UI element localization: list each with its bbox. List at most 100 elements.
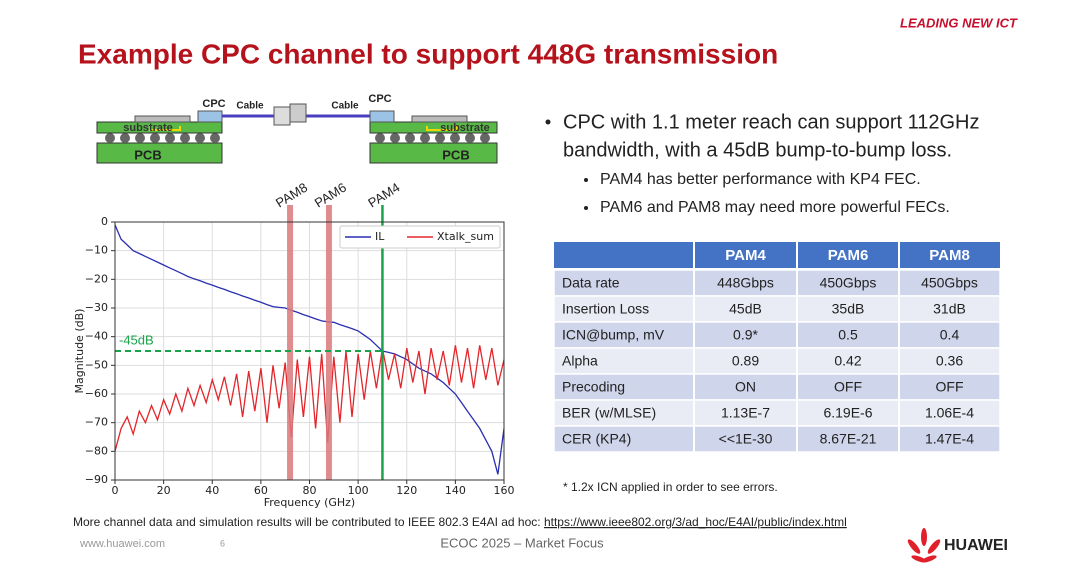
- note-link[interactable]: https://www.ieee802.org/3/ad_hoc/E4AI/pu…: [544, 515, 847, 529]
- connector: [289, 103, 307, 123]
- table-cell: 0.36: [936, 353, 963, 369]
- cpc-box: [369, 110, 395, 123]
- y-tick-label: −30: [85, 301, 108, 314]
- x-tick-label: 60: [254, 484, 268, 497]
- diagram-label: substrate: [440, 122, 490, 134]
- y-tick-label: −80: [85, 444, 108, 457]
- reference-label: -45dB: [119, 332, 154, 347]
- bullet-text: CPC with 1.1 meter reach can support 112…: [563, 111, 979, 133]
- sub-bullet-text: PAM4 has better performance with KP4 FEC…: [600, 171, 921, 188]
- bullet-dot: [584, 206, 588, 210]
- slide-title: Example CPC channel to support 448G tran…: [78, 38, 778, 69]
- diagram-label: PCB: [134, 147, 161, 162]
- table-cell: 450Gbps: [820, 275, 877, 291]
- table-cell: OFF: [834, 379, 862, 395]
- balls: [105, 133, 490, 143]
- table-row: [553, 399, 1001, 427]
- table-cell: 0.89: [732, 353, 759, 369]
- diagram-label: Cable: [331, 101, 359, 112]
- pcb: [96, 142, 223, 164]
- package-diagram: CPC Cable Cable CPC substrate substrate …: [96, 93, 498, 164]
- table-cell: 6.19E-6: [823, 405, 872, 421]
- y-tick-label: −40: [85, 330, 108, 343]
- cpc-box: [197, 110, 223, 123]
- diagram-label: CPC: [368, 93, 391, 105]
- trace: [149, 126, 458, 131]
- table-cell: 45dB: [729, 301, 762, 317]
- table-cell: ON: [735, 379, 756, 395]
- pcb: [369, 142, 498, 164]
- legend-label: Xtalk_sum: [437, 230, 494, 243]
- table-cell: 0.5: [838, 327, 858, 343]
- x-tick-label: 120: [396, 484, 417, 497]
- table-header: [554, 242, 1000, 268]
- y-axis-label: Magnitude (dB): [73, 309, 86, 394]
- page-number: 6: [220, 538, 225, 548]
- table-cell: 1.47E-4: [925, 431, 974, 447]
- series-line: [114, 345, 505, 452]
- table-cell: <<1E-30: [719, 431, 773, 447]
- x-tick-label: 0: [112, 484, 119, 497]
- footer-site: www.huawei.com: [79, 538, 165, 550]
- table-cell: 35dB: [832, 301, 865, 317]
- y-tick-label: −60: [85, 387, 108, 400]
- table-cell: 0.9*: [733, 327, 758, 343]
- logo-mark: [907, 528, 941, 563]
- diagram-label: Cable: [236, 101, 264, 112]
- table-cell: Alpha: [562, 353, 598, 369]
- table-cell: CER (KP4): [562, 431, 631, 447]
- table-row: [553, 425, 1001, 453]
- table-cell: Insertion Loss: [562, 301, 649, 317]
- y-tick-label: −50: [85, 358, 108, 371]
- x-tick-label: 20: [157, 484, 171, 497]
- diagram-label: PCB: [442, 147, 469, 162]
- connector: [273, 106, 291, 126]
- x-tick-label: 80: [303, 484, 317, 497]
- footer-event: ECOC 2025 – Market Focus: [440, 535, 604, 550]
- series-line: [114, 224, 505, 475]
- table-header-cell: PAM6: [828, 247, 869, 264]
- table-cell: 0.42: [834, 353, 861, 369]
- table-cell: 448Gbps: [717, 275, 774, 291]
- footnote: * 1.2x ICN applied in order to see error…: [563, 480, 778, 494]
- table-cell: ICN@bump, mV: [562, 327, 665, 343]
- x-tick-label: 140: [445, 484, 466, 497]
- table-cell: 8.67E-21: [820, 431, 877, 447]
- y-tick-label: −70: [85, 416, 108, 429]
- table-row: [553, 373, 1001, 401]
- legend-label: IL: [375, 230, 385, 243]
- y-tick-label: 0: [101, 215, 108, 228]
- bullet-text: bandwidth, with a 45dB bump-to-bump loss…: [563, 139, 952, 161]
- reference-label: PAM4: [365, 180, 402, 211]
- table-header-cell: PAM4: [725, 247, 766, 264]
- bullet-dot: [584, 178, 588, 182]
- diagram-label: substrate: [123, 122, 173, 134]
- table-row: [553, 321, 1001, 349]
- table-cell: 1.13E-7: [721, 405, 770, 421]
- x-tick-label: 160: [494, 484, 515, 497]
- x-tick-label: 40: [205, 484, 219, 497]
- table-cell: 31dB: [933, 301, 966, 317]
- y-tick-label: −10: [85, 244, 108, 257]
- plot-frame: [114, 221, 505, 481]
- table-cell: Data rate: [562, 275, 620, 291]
- y-tick-label: −20: [85, 272, 108, 285]
- table-cell: BER (w/MLSE): [562, 405, 656, 421]
- chip: [411, 115, 468, 123]
- diagram-label: CPC: [202, 98, 225, 110]
- note-text: More channel data and simulation results…: [73, 515, 544, 529]
- bullet-dot: [545, 119, 551, 125]
- table-row: [553, 347, 1001, 375]
- table-cell: Precoding: [562, 379, 625, 395]
- table-cell: OFF: [936, 379, 964, 395]
- x-axis-label: Frequency (GHz): [264, 496, 355, 509]
- logo-text: HUAWEI: [944, 537, 1008, 554]
- table-cell: 0.4: [940, 327, 960, 343]
- table-cell: 1.06E-4: [925, 405, 974, 421]
- table-row: [553, 295, 1001, 323]
- table-header-cell: PAM8: [929, 247, 970, 264]
- note: More channel data and simulation results…: [73, 515, 847, 529]
- sub-bullet-text: PAM6 and PAM8 may need more powerful FEC…: [600, 199, 950, 216]
